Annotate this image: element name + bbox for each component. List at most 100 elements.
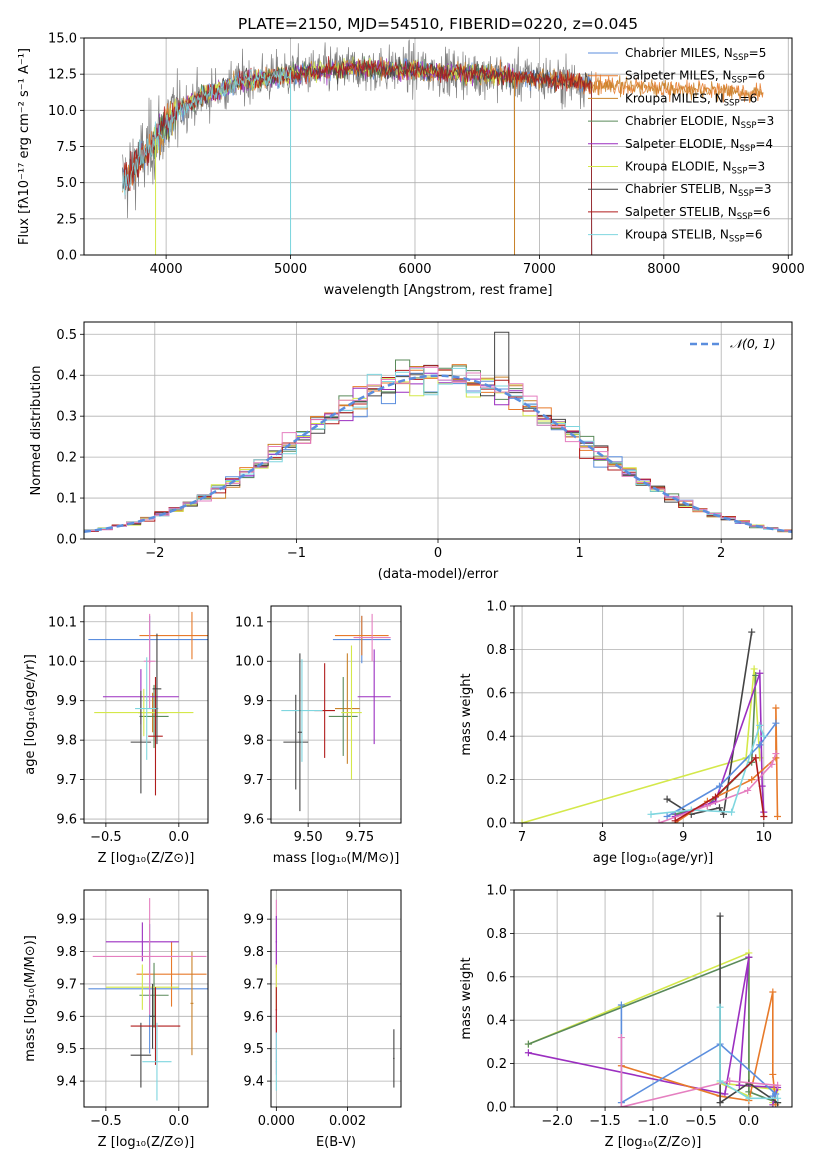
y-tick-label: 9.6 bbox=[243, 1010, 264, 1025]
y-tick-label: 0.8 bbox=[486, 927, 507, 942]
weight-marker bbox=[716, 912, 724, 920]
weight-marker bbox=[524, 1040, 532, 1048]
y-tick-label: 9.7 bbox=[56, 977, 77, 992]
y-tick-label: 5.0 bbox=[56, 176, 77, 191]
x-axis-label: (data-model)/error bbox=[378, 567, 499, 582]
legend-label: 𝒩(0, 1) bbox=[730, 336, 776, 351]
weight-marker bbox=[715, 782, 723, 790]
grid bbox=[84, 606, 208, 823]
axes-frame bbox=[83, 889, 209, 1108]
errorbar-point bbox=[149, 983, 156, 1049]
grid bbox=[271, 606, 401, 823]
weight-marker bbox=[647, 810, 655, 818]
errorbar-point bbox=[105, 922, 179, 962]
weight-marker bbox=[735, 1081, 743, 1089]
x-tick-label: −2 bbox=[145, 546, 164, 561]
x-tick-label: 0.0 bbox=[168, 830, 189, 845]
x-tick-label: 4000 bbox=[150, 262, 183, 277]
y-tick-label: 9.9 bbox=[56, 913, 77, 928]
errorbar-point bbox=[92, 898, 207, 1015]
panel-histogram: −2 −1 0 1 2 0.0 0.1 0.2 0.3 0.4 0.5 (data-model)/er… bbox=[29, 321, 793, 582]
weight-marker bbox=[715, 804, 723, 812]
x-tick-label: 6000 bbox=[398, 262, 431, 277]
y-axis-label: Flux [fλ10⁻¹⁷ erg cm⁻² s⁻¹ A⁻¹] bbox=[17, 48, 32, 245]
axes: −0.5 0.0 9.6 9.7 9.8 9.9 10.0 10.1 Z [log₁₀(Z/Z⊙… bbox=[23, 605, 209, 866]
errorbar-point bbox=[275, 987, 278, 1033]
legend-label: Kroupa STELIB, NSSP=6 bbox=[625, 228, 763, 245]
axes-frame bbox=[83, 321, 793, 540]
y-tick-label: 0.4 bbox=[486, 1014, 507, 1029]
weight-marker bbox=[716, 1003, 724, 1011]
weight-series bbox=[666, 722, 777, 818]
weight-series bbox=[620, 1037, 778, 1107]
x-tick-label: 0.0 bbox=[168, 1114, 189, 1129]
y-tick-label: 12.5 bbox=[48, 68, 77, 83]
y-axis-label: mass weight bbox=[459, 957, 474, 1039]
y-tick-label: 9.9 bbox=[243, 913, 264, 928]
errorbar-point bbox=[328, 677, 358, 756]
x-axis-label: age [log₁₀(age/yr)] bbox=[593, 851, 714, 866]
weight-marker bbox=[752, 671, 760, 679]
y-tick-label: 9.5 bbox=[56, 1042, 77, 1057]
x-axis-label: Z [log₁₀(Z/Z⊙)] bbox=[98, 1135, 195, 1150]
y-tick-label: 0.8 bbox=[486, 643, 507, 658]
x-tick-label: 8000 bbox=[647, 262, 680, 277]
legend-label: Salpeter STELIB, NSSP=6 bbox=[625, 205, 770, 222]
axes: −2.0 −1.5 −1.0 −0.5 0.0 0.0 0.2 0.4 0.6 0.8 1.0 Z [… bbox=[459, 884, 793, 1150]
weight-marker bbox=[772, 704, 780, 712]
errorbar-point bbox=[353, 613, 391, 662]
x-tick-label: 7000 bbox=[523, 262, 556, 277]
y-tick-label: 0.2 bbox=[486, 1057, 507, 1072]
y-tick-label: 0.5 bbox=[56, 328, 77, 343]
panel-mass-vs-EBV: 0.000 0.002 9.4 9.5 9.6 9.7 9.8 9.9 E(B-V) bbox=[243, 889, 402, 1150]
x-axis-label: Z [log₁₀(Z/Z⊙)] bbox=[98, 851, 195, 866]
weight-marker bbox=[617, 1103, 625, 1107]
y-tick-label: 10.1 bbox=[48, 615, 77, 630]
y-tick-label: 9.6 bbox=[56, 1010, 77, 1025]
axes-frame bbox=[513, 605, 793, 824]
y-tick-label: 9.4 bbox=[56, 1075, 77, 1090]
panel-mass-vs-Z: −0.5 0.0 9.4 9.5 9.6 9.7 9.8 9.9 Z [log₁₀(Z/Z⊙)]… bbox=[23, 889, 209, 1150]
histogram-step bbox=[84, 366, 792, 532]
y-tick-label: 10.1 bbox=[235, 615, 264, 630]
x-tick-label: 1 bbox=[575, 546, 583, 561]
x-tick-label: 10 bbox=[756, 830, 773, 845]
weight-marker bbox=[774, 1081, 782, 1089]
panel-age-vs-mass: 9.50 9.75 9.6 9.7 9.8 9.9 10.0 10.1 mass [log₁₀(… bbox=[235, 605, 402, 866]
weight-series bbox=[528, 956, 778, 1104]
x-axis-label: mass [log₁₀(M/M⊙)] bbox=[273, 851, 400, 866]
y-tick-label: 0.0 bbox=[56, 533, 77, 548]
x-tick-label: 9 bbox=[679, 830, 687, 845]
legend-label: Kroupa ELODIE, NSSP=3 bbox=[625, 160, 765, 177]
weight-series bbox=[674, 756, 765, 822]
axes: 0.000 0.002 9.4 9.5 9.6 9.7 9.8 9.9 E(B-V) bbox=[243, 889, 402, 1150]
weight-marker bbox=[655, 819, 663, 823]
y-tick-label: 1.0 bbox=[486, 600, 507, 615]
weight-marker bbox=[748, 776, 756, 784]
y-tick-label: 9.7 bbox=[56, 773, 77, 788]
errorbar-point bbox=[148, 677, 163, 796]
y-tick-label: 9.7 bbox=[243, 977, 264, 992]
weight-marker bbox=[716, 1077, 724, 1085]
weight-marker bbox=[524, 1049, 532, 1057]
x-tick-label: 0 bbox=[434, 546, 442, 561]
y-tick-label: 9.8 bbox=[243, 734, 264, 749]
legend-label: Chabrier STELIB, NSSP=3 bbox=[625, 182, 772, 199]
x-tick-label: −1.0 bbox=[637, 1114, 669, 1129]
errorbar-point bbox=[334, 653, 360, 764]
weight-series bbox=[521, 668, 761, 823]
axes-frame bbox=[83, 605, 209, 824]
weight-marker bbox=[617, 1034, 625, 1042]
errorbar-point bbox=[275, 1032, 278, 1091]
weight-marker bbox=[756, 721, 764, 729]
normal-curve bbox=[84, 374, 792, 534]
errorbar-point bbox=[283, 694, 309, 790]
weight-marker bbox=[671, 817, 679, 823]
axes-frame bbox=[83, 37, 793, 256]
plot-area bbox=[88, 611, 208, 796]
x-tick-label: 5000 bbox=[274, 262, 307, 277]
y-tick-label: 10.0 bbox=[48, 655, 77, 670]
axes: −0.5 0.0 9.4 9.5 9.6 9.7 9.8 9.9 Z [log₁₀(Z/Z⊙)]… bbox=[23, 889, 209, 1150]
y-tick-label: 0.3 bbox=[56, 410, 77, 425]
weight-marker bbox=[769, 988, 777, 996]
